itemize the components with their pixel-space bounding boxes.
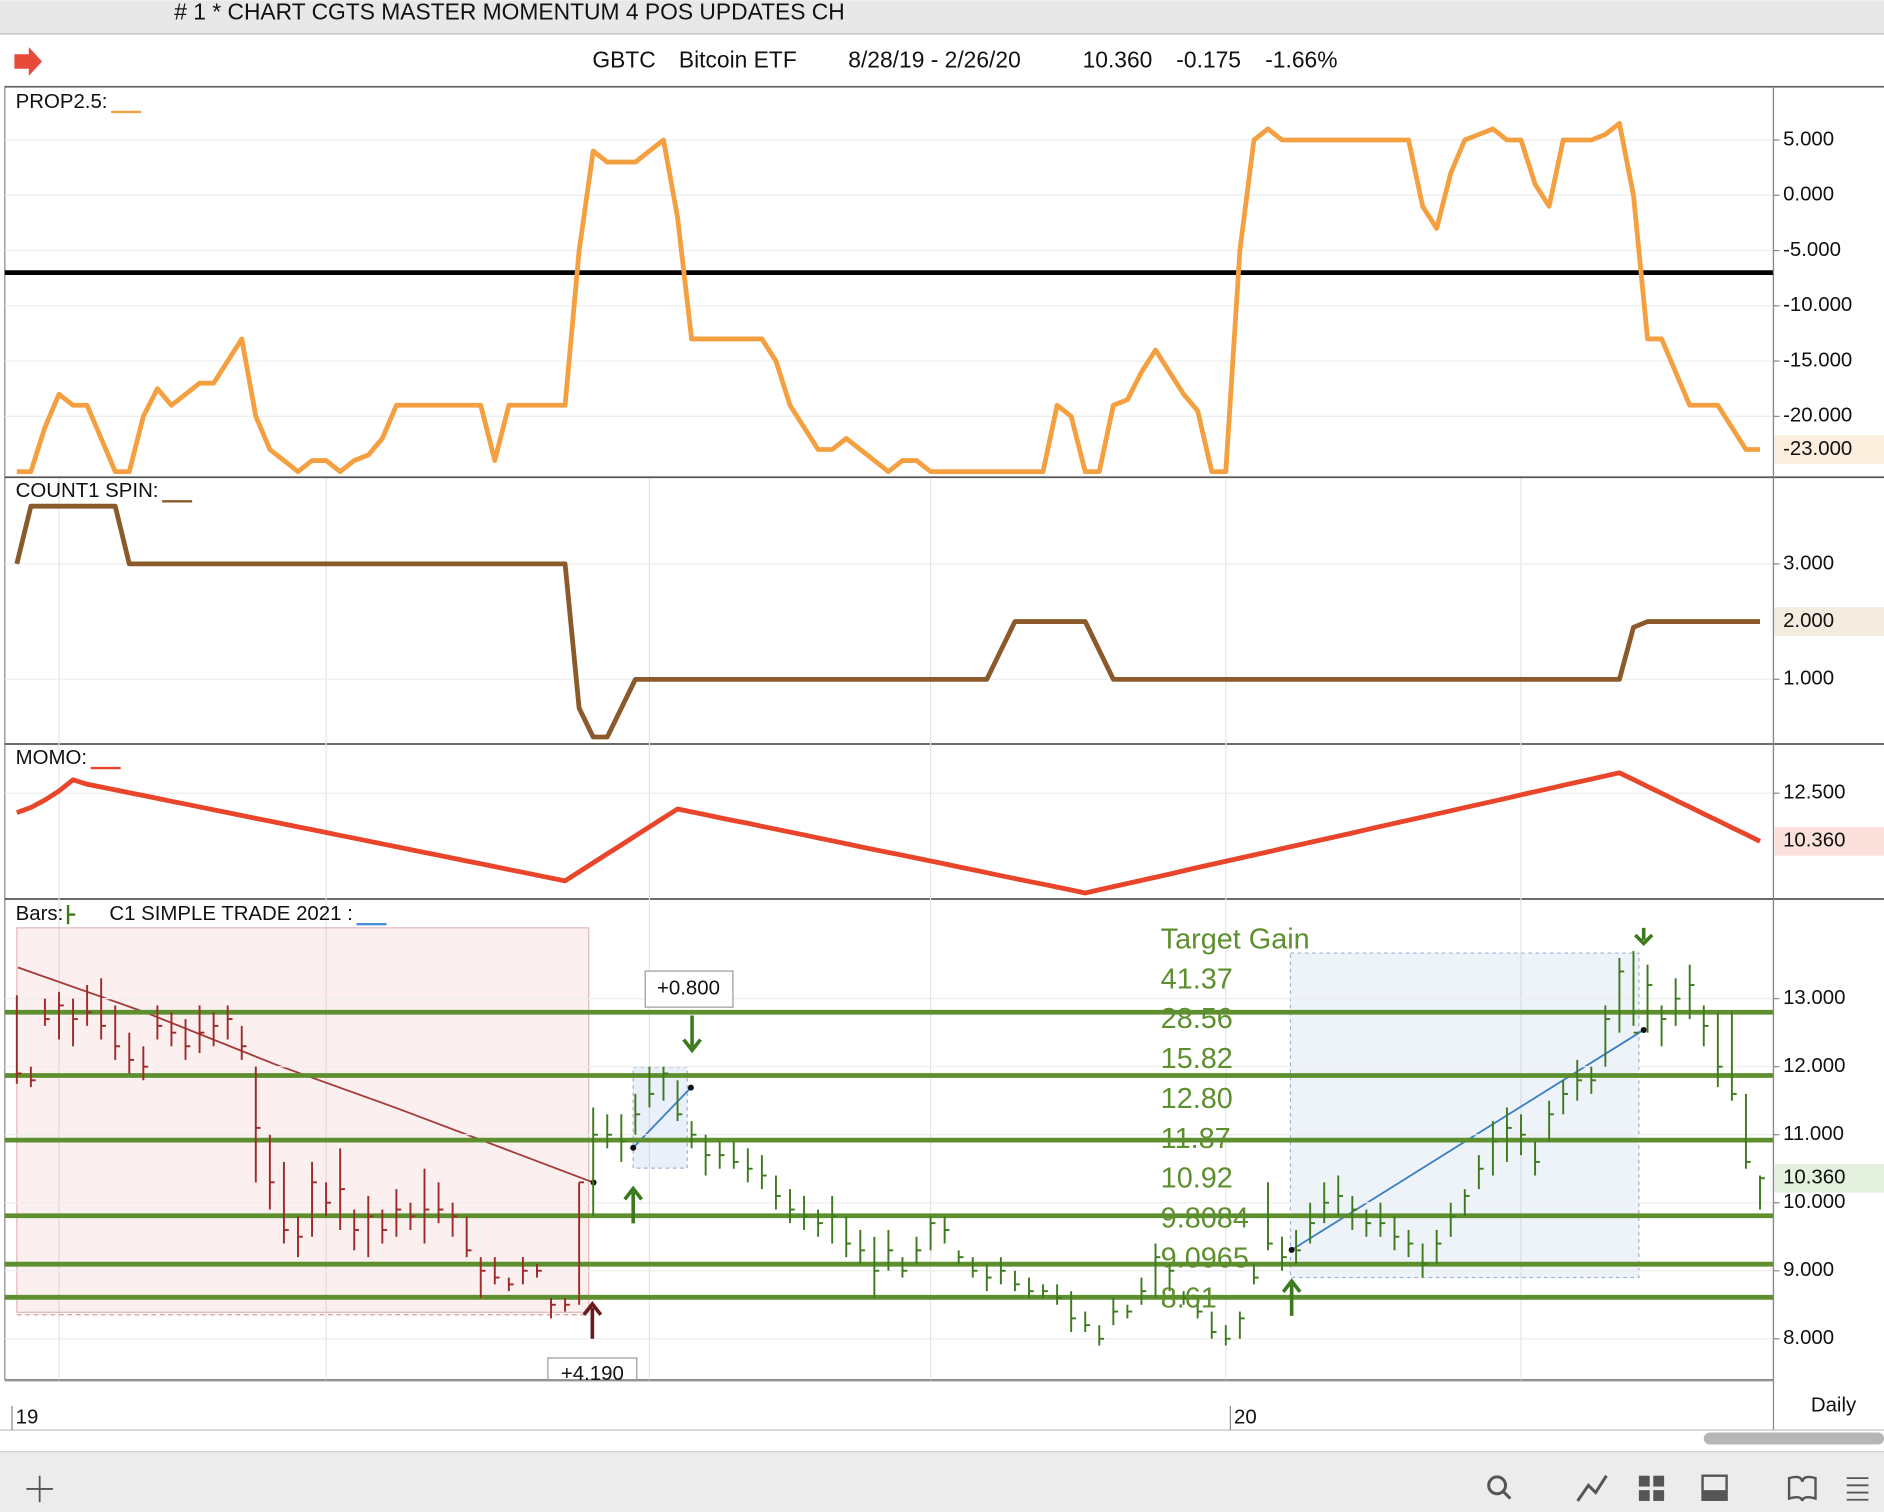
add-button[interactable] <box>26 1475 53 1503</box>
y-tick-label: 1.000 <box>1783 668 1834 690</box>
window-title: # 1 * CHART CGTS MASTER MOMENTUM 4 POS U… <box>174 0 845 24</box>
value-tag-label: 10.360 <box>1783 1167 1845 1189</box>
legend-label: COUNT1 SPIN: <box>16 480 159 502</box>
sell-arrow <box>1634 927 1654 946</box>
trade-line <box>632 1086 692 1149</box>
series-line <box>16 770 1762 896</box>
target-label: 28.56 <box>1161 1003 1233 1035</box>
price-change-pct: -1.66% <box>1265 47 1337 73</box>
legend-label: C1 SIMPLE TRADE 2021 : <box>109 903 352 925</box>
scrollbar[interactable] <box>1703 1432 1884 1445</box>
toolbar <box>0 1451 1884 1512</box>
menu-icon[interactable] <box>1846 1477 1869 1501</box>
trade-point <box>630 1144 637 1151</box>
value-tag <box>1774 607 1884 636</box>
symbol: GBTC <box>592 47 655 73</box>
layout-icon-fill <box>1702 1490 1727 1500</box>
annotation-box <box>547 1357 638 1381</box>
series-line <box>16 120 1761 475</box>
series-line <box>14 503 1761 740</box>
grid-icon[interactable] <box>1638 1475 1727 1501</box>
trade-point <box>1640 1026 1647 1033</box>
y-tick-label: 13.000 <box>1783 987 1845 1009</box>
price-change: -0.175 <box>1176 47 1241 73</box>
y-tick-label: 5.000 <box>1783 128 1834 150</box>
y-tick-label: 12.000 <box>1783 1055 1845 1077</box>
y-tick-label: 10.000 <box>1783 1191 1845 1213</box>
target-label: 12.80 <box>1161 1083 1233 1115</box>
value-tag <box>1774 1163 1884 1193</box>
book-icon[interactable] <box>1787 1475 1817 1502</box>
long-trade-zone <box>632 1066 688 1169</box>
legend-label: PROP2.5: <box>16 91 108 113</box>
target-label: 15.82 <box>1161 1043 1233 1075</box>
y-tick-label: -10.000 <box>1783 294 1852 316</box>
value-tag <box>1774 826 1884 856</box>
short-trade-zone <box>16 927 590 1313</box>
value-tag <box>1774 435 1884 464</box>
y-tick-label: 3.000 <box>1783 552 1834 574</box>
grid-icon-cell <box>1653 1475 1665 1487</box>
y-tick-label: -5.000 <box>1783 239 1841 261</box>
grid-icon-cell <box>1653 1490 1665 1501</box>
grid-icon-cell <box>1638 1475 1650 1487</box>
target-label: 8.61 <box>1161 1282 1217 1314</box>
trade-point <box>1288 1246 1295 1253</box>
legend-label: MOMO: <box>16 747 87 769</box>
marks: SepOctNovDecJanFeb5.0000.000-5.000-10.00… <box>4 91 1884 1407</box>
legend-label: Bars: <box>16 903 64 925</box>
target-title: Target Gain <box>1161 924 1310 956</box>
buy-arrow <box>623 1185 644 1224</box>
value-tag-label: -23.000 <box>1783 438 1852 460</box>
year-label: 20 <box>1234 1406 1257 1428</box>
date-range: 8/28/19 - 2/26/20 <box>848 47 1021 73</box>
search-icon[interactable] <box>1487 1475 1508 1496</box>
cover-arrow <box>582 1300 603 1339</box>
long-trade-zone <box>1289 952 1640 1279</box>
trade-gain: +0.800 <box>657 977 720 999</box>
period-label[interactable]: Daily <box>1811 1394 1857 1416</box>
y-tick-label: 11.000 <box>1783 1123 1844 1145</box>
month-grid <box>58 478 1522 1380</box>
y-tick-label: 12.500 <box>1783 782 1845 804</box>
y-tick-label: -20.000 <box>1783 405 1852 427</box>
year-label: 19 <box>16 1406 39 1428</box>
target-label: 9.0965 <box>1161 1243 1249 1275</box>
title-bar <box>0 0 1884 34</box>
y-tick-label: 8.000 <box>1783 1327 1834 1349</box>
annotation-box <box>644 970 734 1008</box>
info-bar <box>0 33 1884 87</box>
y-tick-label: 0.000 <box>1783 184 1834 206</box>
security-name: Bitcoin ETF <box>679 47 797 73</box>
draw-icon[interactable] <box>1576 1474 1608 1502</box>
target-label: 9.8084 <box>1161 1203 1249 1235</box>
trade-line <box>17 966 594 1184</box>
target-label: 41.37 <box>1161 963 1233 995</box>
buy-arrow <box>1281 1278 1302 1316</box>
grid-icon-cell <box>1638 1490 1650 1501</box>
toolbar-icons <box>1487 1474 1869 1502</box>
target-label: 10.92 <box>1161 1163 1233 1195</box>
y-tick-label: -15.000 <box>1783 349 1852 371</box>
trade-gain: +4.190 <box>561 1363 624 1385</box>
nav-arrow-icon[interactable] <box>14 47 43 76</box>
sell-arrow <box>682 1015 702 1054</box>
value-tag-label: 10.360 <box>1783 830 1845 852</box>
target-label: 11.87 <box>1161 1123 1231 1155</box>
y-tick-label: 9.000 <box>1783 1259 1834 1281</box>
last-price: 10.360 <box>1083 47 1153 73</box>
value-tag-label: 2.000 <box>1783 610 1834 632</box>
trade-point <box>687 1084 694 1091</box>
search-icon-handle <box>1502 1490 1512 1500</box>
x-axis <box>4 1380 1774 1432</box>
